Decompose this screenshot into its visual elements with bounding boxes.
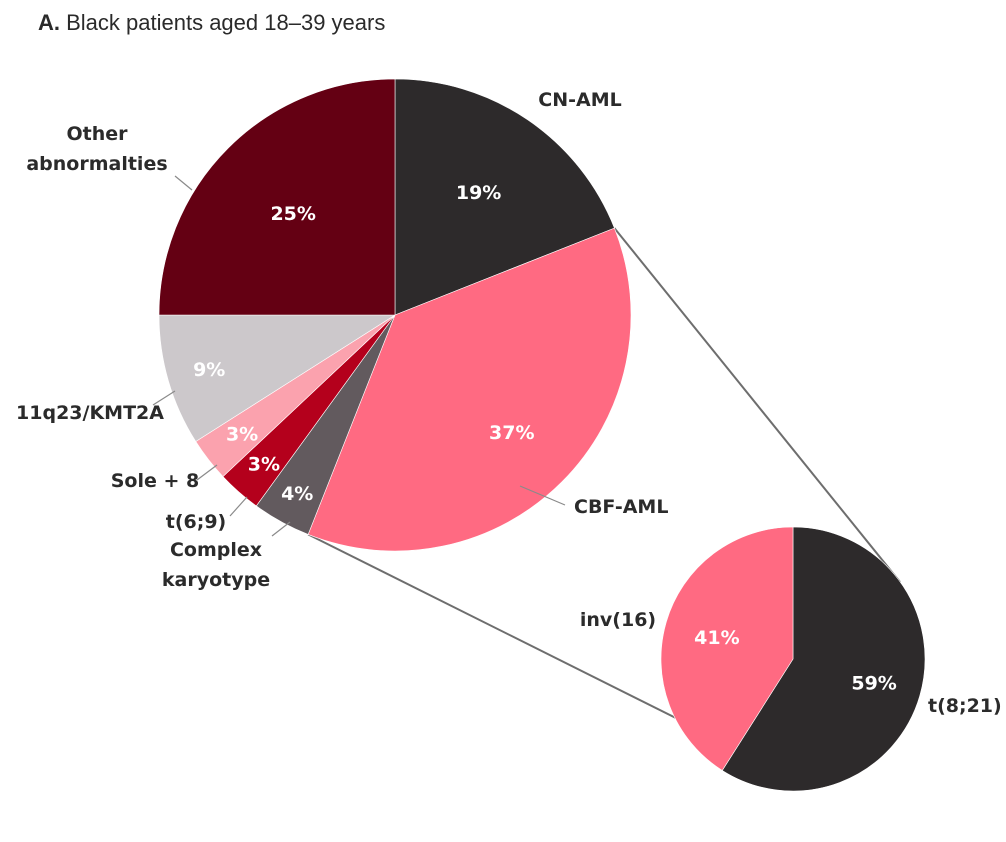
breakdown-pct-t-8-21: 59% bbox=[851, 673, 896, 695]
main-slice-other-abnormalties bbox=[158, 78, 396, 316]
main-label-complex-karyotype: Complex karyotype bbox=[162, 539, 270, 591]
main-leader-sole-8 bbox=[196, 464, 218, 481]
breakdown-pie bbox=[660, 526, 926, 792]
main-label-cbf-aml: CBF-AML bbox=[574, 496, 668, 518]
connector-line-upper bbox=[613, 227, 901, 583]
breakdown-slice-t-8-21 bbox=[721, 526, 926, 792]
main-slice-cn-aml bbox=[394, 78, 615, 316]
main-slice-11q23-kmt2a bbox=[158, 314, 397, 442]
main-pct-cn-aml: 19% bbox=[456, 182, 501, 204]
main-pct-complex-karyotype: 4% bbox=[281, 483, 313, 505]
main-pct-other-abnormalties: 25% bbox=[270, 203, 315, 225]
breakdown-label-inv-16: inv(16) bbox=[580, 609, 656, 631]
main-label-t-6-9: t(6;9) bbox=[166, 511, 227, 533]
main-label-other-abnormalties: Other abnormalties bbox=[26, 123, 167, 175]
breakdown-label-t-8-21: t(8;21) bbox=[928, 695, 1002, 717]
main-leader-cbf-aml bbox=[519, 485, 566, 506]
main-label-11q23-kmt2a: 11q23/KMT2A bbox=[16, 402, 164, 424]
main-pct-cbf-aml: 37% bbox=[489, 422, 534, 444]
slice-labels: 19% CN-AML 37% CBF-AML 4% Complex karyotype 3% t… bbox=[16, 89, 1002, 717]
connector-lines bbox=[307, 227, 901, 743]
main-leader-11q23-kmt2a bbox=[152, 390, 176, 406]
breakdown-slice-inv-16 bbox=[660, 526, 794, 771]
breakdown-pct-inv-16: 41% bbox=[694, 627, 739, 649]
main-label-sole-8: Sole + 8 bbox=[111, 470, 200, 492]
main-pct-sole-8: 3% bbox=[226, 424, 258, 446]
chart-title: A. Black patients aged 18–39 years bbox=[38, 10, 385, 36]
main-leader-t-6-9 bbox=[229, 496, 248, 517]
main-pct-t-6-9: 3% bbox=[248, 454, 280, 476]
main-label-cn-aml: CN-AML bbox=[538, 89, 621, 111]
main-pie bbox=[158, 78, 632, 552]
main-slice-cbf-aml bbox=[307, 227, 632, 552]
main-pct-11q23-kmt2a: 9% bbox=[193, 359, 225, 381]
connector-line-lower bbox=[307, 533, 725, 743]
panel-letter: A. bbox=[38, 10, 60, 35]
main-leader-complex-karyotype bbox=[271, 521, 291, 537]
main-leader-other-abnormalties bbox=[174, 175, 193, 191]
panel-title: Black patients aged 18–39 years bbox=[66, 10, 386, 35]
